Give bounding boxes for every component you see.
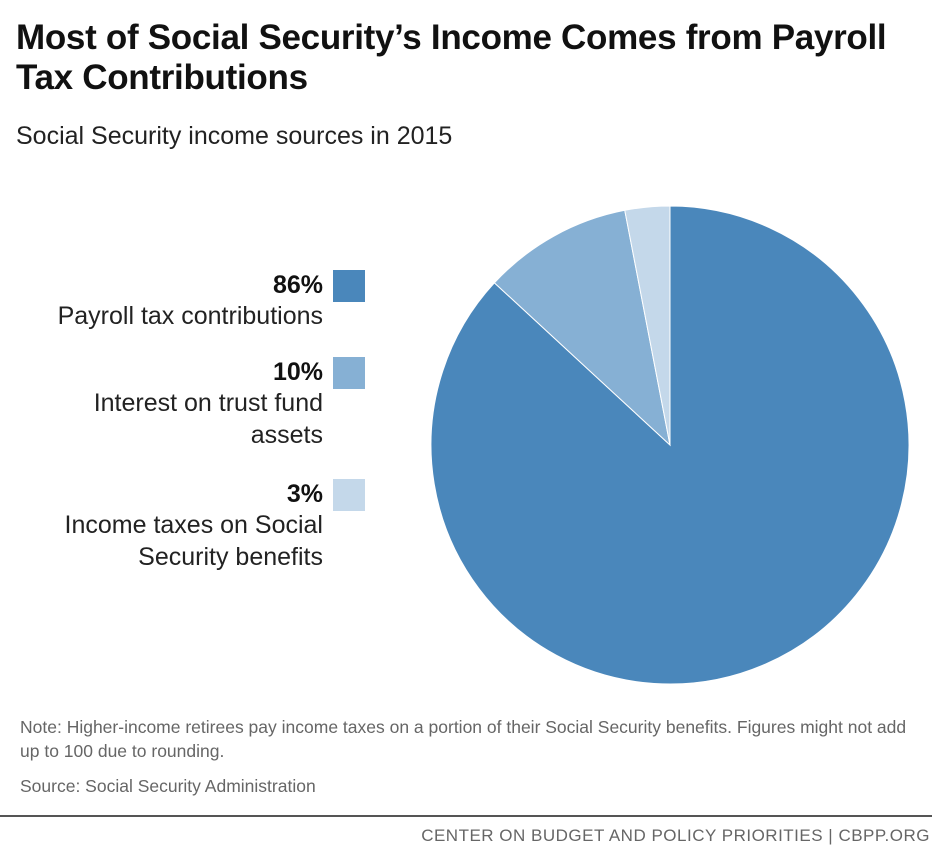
- pie-slice-interest: [493, 209, 671, 447]
- footer-credit: CENTER ON BUDGET AND POLICY PRIORITIES |…: [421, 826, 930, 845]
- chart-subtitle: Social Security income sources in 2015: [16, 122, 453, 150]
- legend-label: Income taxes on Social Security benefits: [64, 511, 323, 571]
- legend-pct: 86%: [272, 271, 323, 299]
- legend-pct: 3%: [286, 480, 323, 508]
- legend-label: Interest on trust fund assets: [93, 389, 323, 449]
- legend-label: Payroll tax contributions: [57, 302, 323, 330]
- chart-source: Source: Social Security Administration: [20, 776, 316, 796]
- pie-chart: [430, 205, 910, 685]
- legend-swatch: [333, 270, 365, 302]
- chart-note: Note: Higher-income retirees pay income …: [20, 717, 907, 761]
- legend-swatch: [333, 357, 365, 389]
- legend-pct: 10%: [272, 358, 323, 386]
- pie-slice-income-taxes: [624, 205, 671, 446]
- legend-swatch: [333, 479, 365, 511]
- footer-divider: [0, 815, 932, 817]
- chart-title: Most of Social Security’s Income Comes f…: [16, 18, 887, 97]
